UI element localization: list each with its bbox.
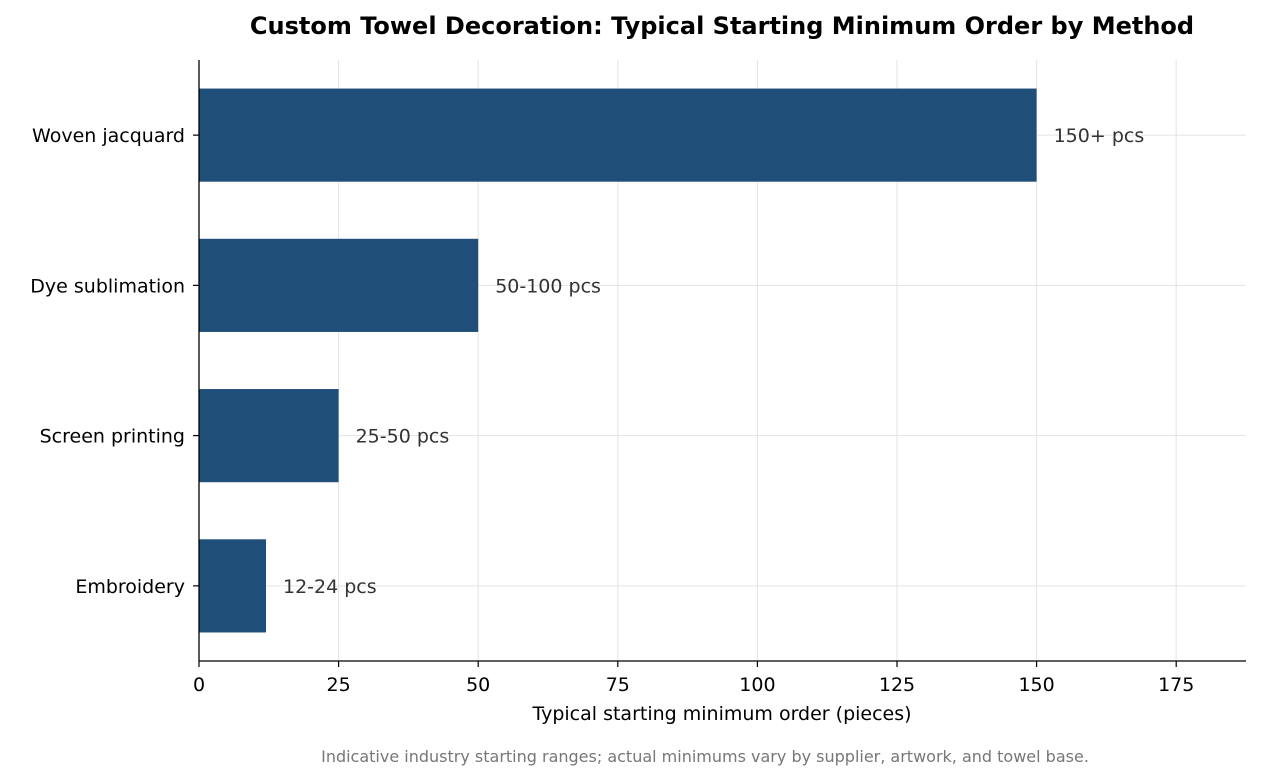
y-tick-label: Screen printing	[40, 426, 185, 448]
x-axis-label: Typical starting minimum order (pieces)	[531, 703, 911, 725]
data-labels: 12-24 pcs 25-50 pcs 50-100 pcs 150+ pcs	[283, 125, 1144, 598]
x-tick-label: 75	[606, 674, 630, 696]
x-tick-label: 100	[739, 674, 775, 696]
bar	[199, 539, 267, 633]
y-tick-label: Woven jacquard	[32, 125, 185, 147]
chart-title: Custom Towel Decoration: Typical Startin…	[250, 12, 1194, 40]
bar-data-label: 50-100 pcs	[495, 275, 601, 297]
y-axis-ticks: Embroidery Screen printing Dye sublimation…	[30, 125, 199, 598]
bar	[199, 88, 1037, 182]
x-tick-label: 50	[466, 674, 490, 696]
bars	[199, 88, 1037, 633]
bar-data-label: 25-50 pcs	[356, 426, 450, 448]
bar-data-label: 150+ pcs	[1054, 125, 1145, 147]
x-tick-label: 150	[1018, 674, 1054, 696]
bar-data-label: 12-24 pcs	[283, 576, 377, 598]
x-axis-ticks: 0 25 50 75 100 125 150 175	[193, 661, 1194, 696]
x-tick-label: 25	[327, 674, 351, 696]
axes	[198, 60, 1246, 662]
bar	[199, 389, 339, 483]
x-tick-label: 175	[1158, 674, 1194, 696]
y-tick-label: Dye sublimation	[30, 275, 185, 297]
x-tick-label: 125	[879, 674, 915, 696]
bar	[199, 238, 479, 332]
x-tick-label: 0	[193, 674, 205, 696]
footnote: Indicative industry starting ranges; act…	[321, 747, 1089, 766]
y-tick-label: Embroidery	[75, 576, 185, 598]
